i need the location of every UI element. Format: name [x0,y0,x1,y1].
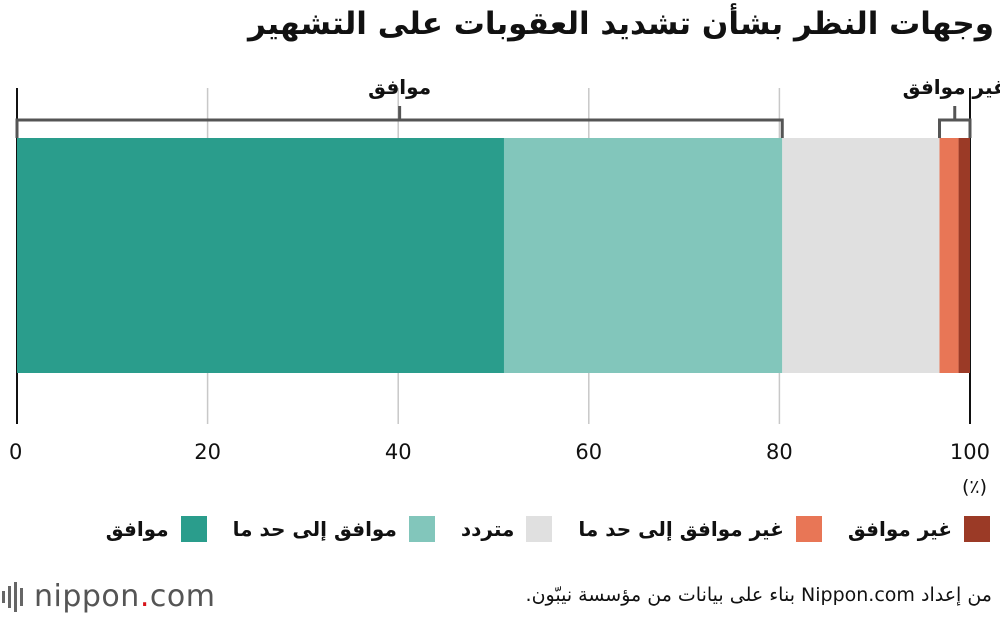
x-tick-label: 0 [9,440,22,464]
x-axis-ticks: 0 20 40 60 80 100 [9,440,990,464]
bracket [15,106,784,138]
legend-label: موافق إلى حد ما [232,517,397,541]
legend-item: موافق إلى حد ما [233,516,435,542]
legend-swatch [408,516,435,542]
bar-segment [503,138,783,373]
stacked-bar [17,138,970,373]
bar-segment [939,138,959,373]
x-tick-label: 20 [194,440,221,464]
bracket-label: غير موافق [903,75,1000,99]
x-tick-label: 80 [766,440,793,464]
legend-label: متردد [460,517,515,541]
logo-bars-icon [2,581,23,612]
legend-swatch [964,516,990,542]
legend-swatch [526,516,553,542]
bracket [938,106,972,138]
legend-label: غير موافق إلى حد ما [578,517,784,541]
bar-segment [958,138,970,373]
bar-segment [782,138,940,373]
legend-label: غير موافق [847,517,952,541]
bar-segment [17,138,504,373]
unit-label: (٪) [962,476,988,498]
legend-item: غير موافق [848,516,990,542]
chart-title: وجهات النظر بشأن تشديد العقوبات على التش… [248,6,994,42]
bracket-annotations: موافق غير موافق [15,75,1000,138]
legend: غير موافق غير موافق إلى حد ما متردد موافق إ… [106,516,990,542]
legend-item: غير موافق إلى حد ما [578,516,822,542]
legend-swatch [180,516,207,542]
logo-text: nippon.com [34,579,216,614]
legend-swatch [795,516,822,542]
source-note: من إعداد Nippon.com بناء على بيانات من م… [525,584,992,606]
bracket-label: موافق [368,75,431,99]
legend-item: موافق [106,516,207,542]
x-tick-label: 40 [385,440,412,464]
nippon-logo: nippon.com [2,579,215,614]
legend-label: موافق [105,517,169,541]
x-tick-label: 100 [950,440,990,464]
legend-item: متردد [461,516,553,542]
x-tick-label: 60 [575,440,602,464]
